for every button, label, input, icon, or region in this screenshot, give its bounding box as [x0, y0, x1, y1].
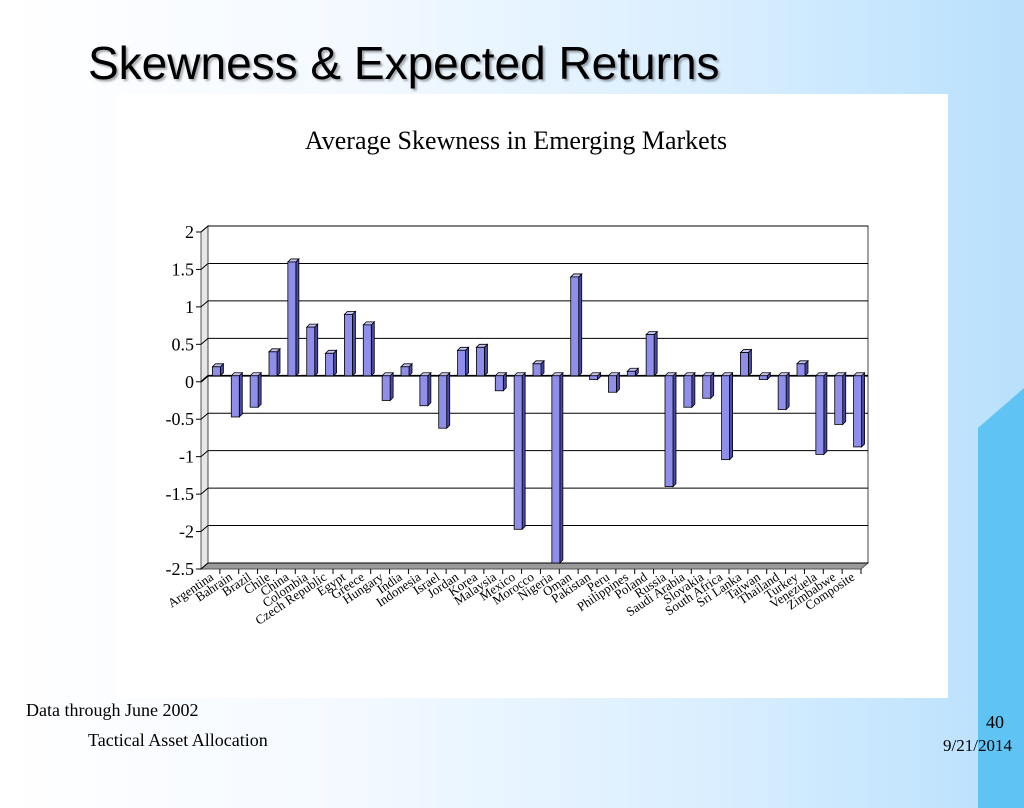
bar-nigeria	[551, 375, 561, 564]
bar-side	[691, 371, 696, 409]
corner-decoration	[978, 388, 1024, 808]
bar-side	[389, 371, 394, 402]
y-tick-label: -1.5	[166, 484, 195, 504]
y-tick-label: -1	[179, 447, 194, 467]
bar-side	[842, 371, 847, 426]
plot-area	[207, 225, 869, 564]
bar-poland	[645, 334, 655, 377]
gridline-depth	[200, 412, 209, 420]
gridline-depth	[200, 300, 209, 308]
bar-side	[748, 348, 752, 377]
bar-pakistan	[589, 375, 598, 380]
bar-colombia	[306, 326, 316, 377]
bar-side	[427, 371, 432, 407]
bar-brazil	[249, 375, 259, 408]
bar-saudi-arabia	[683, 375, 693, 408]
bar-side	[521, 371, 526, 531]
y-tick-label: 1	[185, 297, 194, 317]
bar-side	[484, 343, 488, 377]
bar-side	[333, 349, 337, 377]
bar-side	[653, 330, 658, 377]
gridline-depth	[200, 225, 209, 233]
bar-malaysia	[494, 375, 504, 392]
gridline-depth	[200, 450, 209, 458]
bar-india	[400, 366, 410, 377]
gridline-depth	[200, 375, 209, 383]
bar-side	[559, 371, 564, 564]
bar-side	[238, 371, 243, 418]
bar-korea	[476, 346, 485, 377]
y-tick-label: -0.5	[166, 409, 195, 429]
bar-side	[314, 323, 319, 377]
gridline-depth	[200, 263, 209, 270]
bar-jordan	[457, 349, 466, 377]
bar-argentina	[212, 366, 221, 377]
bar-hungary	[381, 375, 391, 401]
bar-indonesia	[419, 375, 429, 407]
chart-floor	[199, 562, 870, 570]
data-footnote: Data through June 2002	[26, 700, 199, 720]
bar-sri-lanka	[740, 352, 749, 377]
bar-side	[370, 320, 375, 377]
bar-turkey	[796, 363, 806, 377]
bar-side	[578, 272, 583, 377]
bar-side	[257, 371, 262, 409]
gridline-depth	[200, 487, 209, 495]
bar-oman	[570, 276, 580, 377]
gridline-depth	[200, 525, 209, 532]
bar-morocco	[532, 363, 542, 377]
y-tick-label: 2	[185, 222, 194, 242]
gridline-depth	[200, 562, 209, 570]
bar-slovakia	[702, 375, 712, 399]
skewness-bar-chart: 21.510.50-0.5-1-1.5-2-2.5ArgentinaBahrai…	[165, 222, 870, 628]
bar-side	[276, 347, 281, 377]
y-tick-label: 0.5	[172, 334, 195, 354]
bar-taiwan	[758, 375, 768, 380]
chart-side-wall	[200, 224, 209, 571]
gridline-depth	[200, 337, 209, 345]
bar-philippines	[626, 370, 636, 377]
bar-side	[785, 371, 790, 411]
bar-side	[729, 371, 733, 461]
bar-zimbabwe	[834, 375, 844, 425]
y-tick-label: -2	[179, 522, 194, 542]
page-number: 40	[986, 712, 1004, 732]
chart-panel: Average Skewness in Emerging Markets 2 1.…	[116, 94, 948, 698]
bar-russia	[664, 375, 674, 488]
bar-mexico	[513, 375, 523, 530]
bar-israel	[438, 375, 448, 429]
footer-course-title: Tactical Asset Allocation	[88, 730, 268, 750]
chart-title: Average Skewness in Emerging Markets	[304, 126, 728, 155]
bar-venezuela	[815, 375, 825, 455]
bar-south-africa	[721, 375, 730, 461]
y-tick-label: 0	[185, 372, 194, 392]
bar-composite	[853, 375, 862, 448]
bar-egypt	[344, 313, 353, 377]
bar-chile	[268, 351, 278, 377]
bar-side	[446, 371, 451, 430]
bar-bahrain	[230, 375, 240, 418]
y-tick-label: -2.5	[166, 559, 195, 579]
bar-side	[861, 371, 865, 448]
bar-greece	[362, 324, 372, 377]
bar-side	[710, 371, 715, 400]
bar-side	[465, 346, 469, 377]
bar-side	[352, 310, 356, 377]
bar-china	[287, 261, 297, 377]
bar-side	[295, 257, 300, 377]
y-tick-label: 1.5	[172, 259, 195, 279]
bar-side	[823, 371, 828, 456]
slide-title: Skewness & Expected Returns	[88, 37, 720, 89]
bar-peru	[608, 375, 617, 393]
footer-date: 9/21/2014	[943, 736, 1012, 755]
bar-thailand	[777, 375, 787, 410]
bar-czech-republic	[325, 352, 334, 377]
bar-side	[672, 371, 677, 488]
